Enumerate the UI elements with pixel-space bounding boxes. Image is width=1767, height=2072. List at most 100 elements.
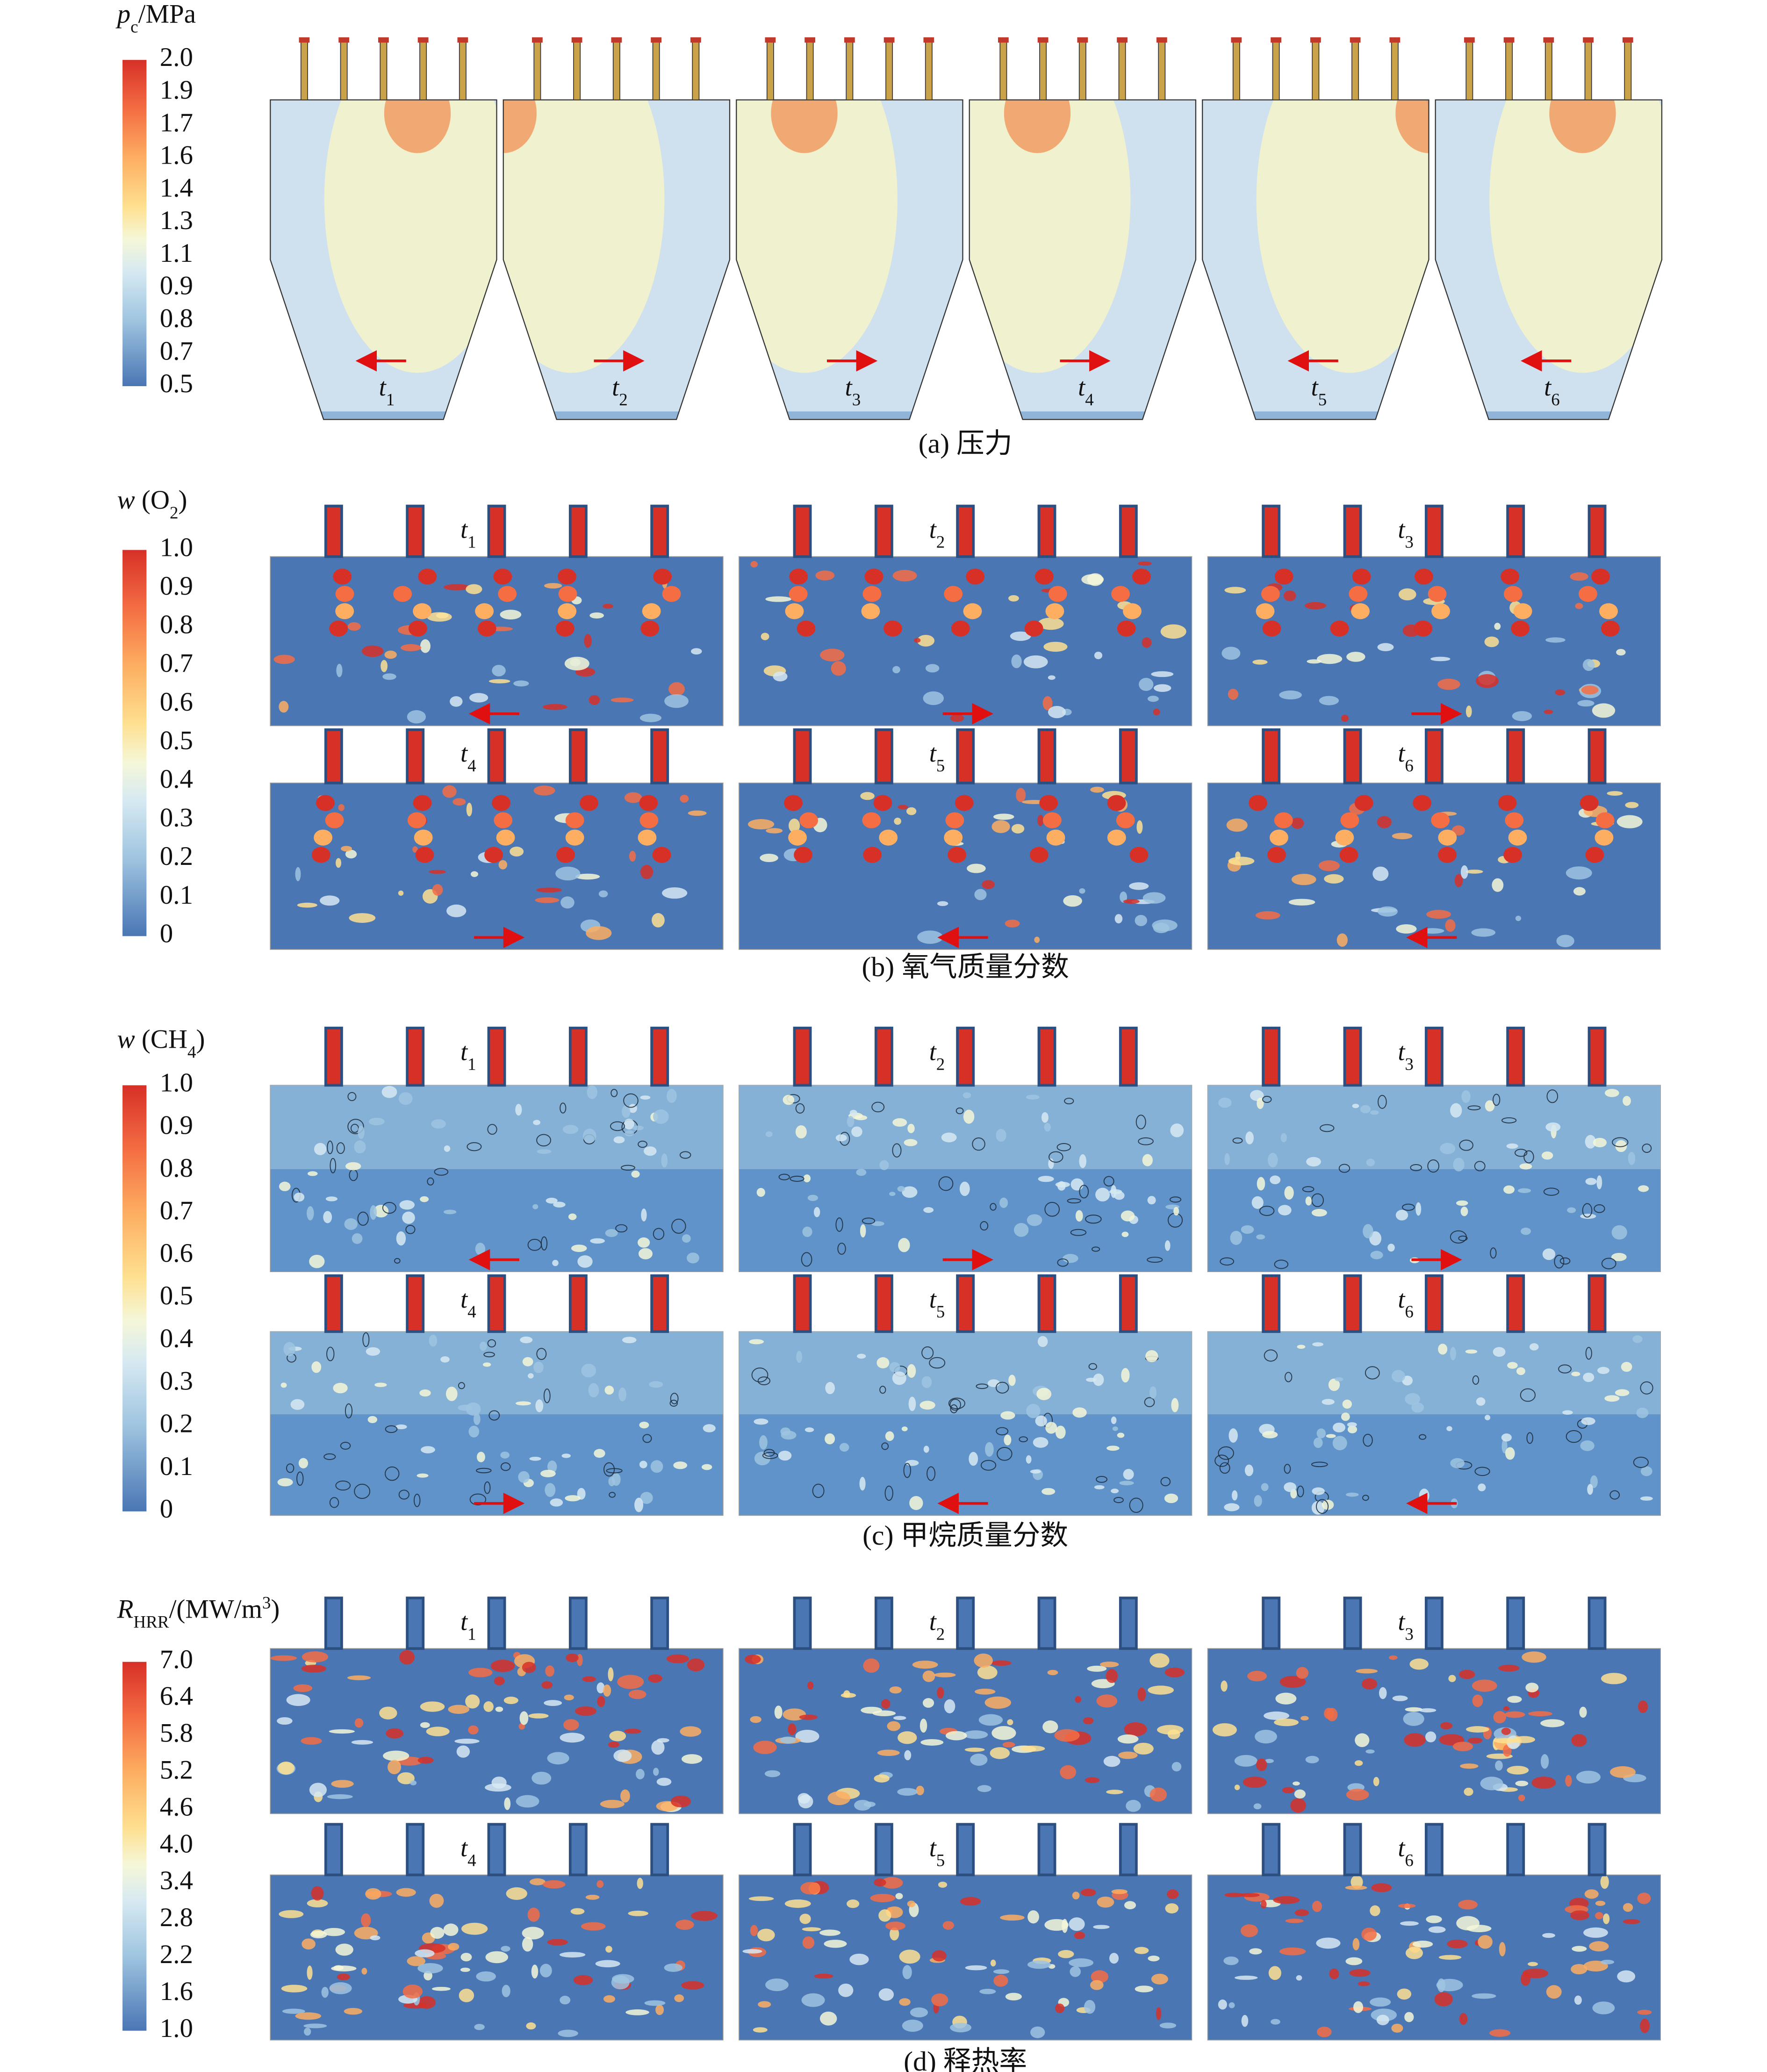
field-blob [347, 1119, 364, 1135]
field-blob [1438, 1344, 1448, 1355]
injector [568, 1027, 588, 1087]
field-blob [1106, 1669, 1118, 1683]
field-blob [1376, 2014, 1389, 2025]
field-blob [598, 890, 608, 898]
injector [1037, 1597, 1056, 1650]
injector [956, 1027, 975, 1087]
field-blob [1581, 685, 1599, 695]
field-blob [1572, 1946, 1587, 1952]
injector-tip [765, 37, 776, 43]
field-blob [996, 1427, 1009, 1436]
field-blob [1426, 1915, 1442, 1923]
injector [793, 1027, 812, 1087]
injector [300, 39, 308, 101]
field-blob [345, 849, 357, 859]
field-blob [1219, 1462, 1230, 1474]
field-blob [820, 648, 845, 662]
colorbar-tick-label: 0.1 [160, 880, 193, 910]
field-blob [474, 2024, 485, 2030]
jet-blob [799, 812, 819, 828]
field-blob [1291, 817, 1304, 829]
colorbar-tick-label: 5.2 [160, 1755, 193, 1784]
field-blob [1628, 1151, 1636, 1165]
injector [487, 1027, 506, 1087]
field-blob [444, 1145, 451, 1152]
field-blob [1379, 1687, 1387, 1699]
field-blob [1609, 1490, 1620, 1500]
field-blob [1623, 1919, 1640, 1924]
field-blob [1095, 1187, 1110, 1201]
colorbar-tick-label: 7.0 [160, 1645, 193, 1674]
jet-blob [1107, 829, 1126, 846]
time-symbol: t [929, 739, 937, 767]
field-blob [1254, 1495, 1262, 1507]
field-blob [701, 1464, 712, 1470]
field-blob [1554, 1254, 1565, 1269]
field-blob [417, 1756, 434, 1764]
field-blob [565, 1495, 581, 1502]
field-blob [639, 713, 662, 722]
field-blob [365, 1888, 381, 1900]
jet-blob [1274, 568, 1293, 585]
field-blob [1347, 1422, 1357, 1427]
field-blob [1616, 815, 1643, 828]
field-blob [1044, 1919, 1069, 1931]
field-blob [1124, 1722, 1147, 1737]
jet-blob [565, 812, 584, 828]
time-label: t3 [1398, 516, 1414, 552]
field-blob [800, 1882, 820, 1895]
field-blob [1010, 631, 1031, 641]
injector-tip [1464, 37, 1475, 43]
field-blob [1221, 647, 1241, 660]
field-blob [788, 818, 800, 833]
time-label: t5 [929, 1285, 945, 1321]
jet-blob [558, 586, 577, 602]
field-blob [1044, 1201, 1060, 1217]
field-blob [825, 1433, 835, 1445]
injector [1118, 39, 1126, 101]
field-blob [1267, 1152, 1278, 1167]
time-index: 3 [1405, 532, 1414, 552]
field-blob [415, 1949, 435, 1957]
field-blob [980, 1221, 989, 1231]
injector [487, 728, 506, 784]
field-blob [581, 1363, 596, 1378]
field-blob [608, 1667, 614, 1682]
jet-blob [966, 568, 985, 585]
field-blob [670, 1795, 691, 1808]
field [739, 1648, 1192, 1814]
field-blob [1148, 1955, 1160, 1962]
jet-blob [1511, 620, 1530, 637]
field-blob [754, 1418, 769, 1425]
field-blob [753, 1741, 777, 1754]
field-blob [750, 1716, 761, 1723]
field-blob [815, 570, 835, 581]
field-blob [1120, 891, 1128, 903]
time-label: t1 [460, 1037, 476, 1073]
field-blob [1361, 1928, 1377, 1941]
colorbar-tick-label: 5.8 [160, 1719, 193, 1748]
field-blob [680, 794, 689, 803]
field-blob [1450, 1458, 1465, 1468]
field-blob [680, 1726, 702, 1737]
field-blob [1030, 1469, 1041, 1474]
field-blob [532, 1204, 539, 1209]
field-blob [1048, 675, 1056, 680]
field-blob [1396, 924, 1417, 934]
field-blob [885, 1431, 894, 1441]
field-blob [354, 1140, 366, 1154]
field-zone [1256, 100, 1429, 373]
field-blob [323, 1928, 345, 1936]
field-blob [1465, 870, 1483, 874]
field-blob [533, 1361, 544, 1374]
field-blob [1094, 651, 1103, 660]
field-blob [1571, 1734, 1587, 1747]
field-blob [1224, 1503, 1240, 1511]
field-blob [584, 634, 592, 648]
field-blob [491, 1777, 507, 1789]
field-blob [902, 2019, 923, 2032]
injector [1037, 1027, 1056, 1087]
field-blob [1425, 1731, 1437, 1742]
field-blob [650, 1460, 663, 1473]
field-blob [1319, 696, 1339, 705]
